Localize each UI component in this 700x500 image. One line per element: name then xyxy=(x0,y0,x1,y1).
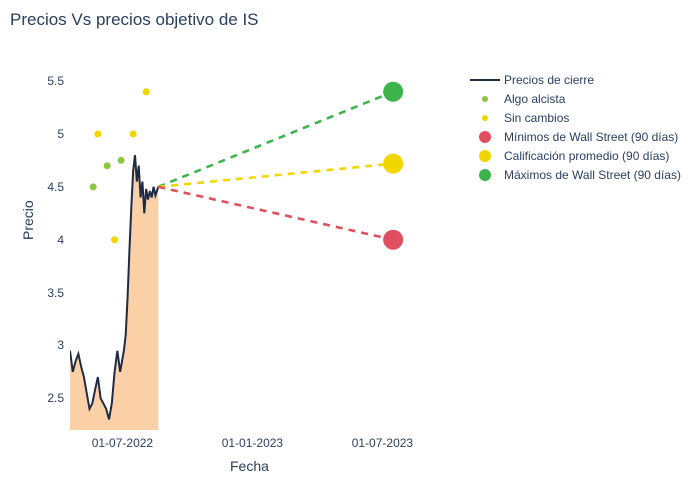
scatter-nochange-0 xyxy=(94,131,101,138)
scatter-bullish-1 xyxy=(104,162,111,169)
y-tick: 5.5 xyxy=(34,74,64,88)
chart-title: Precios Vs precios objetivo de IS xyxy=(10,10,259,30)
legend-swatch xyxy=(470,150,500,162)
scatter-nochange-2 xyxy=(130,131,137,138)
scatter-bullish-2 xyxy=(118,157,125,164)
projection-marker-min xyxy=(383,230,403,250)
projection-line-avg xyxy=(158,164,393,187)
legend-swatch xyxy=(470,79,500,81)
plot-area xyxy=(70,60,460,430)
legend-item[interactable]: Máximos de Wall Street (90 días) xyxy=(470,165,681,184)
legend-swatch xyxy=(470,169,500,181)
x-tick: 01-07-2022 xyxy=(92,436,153,450)
x-tick: 01-01-2023 xyxy=(222,436,283,450)
scatter-nochange-3 xyxy=(143,88,150,95)
legend-label: Algo alcista xyxy=(504,92,565,106)
legend-item[interactable]: Algo alcista xyxy=(470,89,681,108)
legend-swatch xyxy=(470,96,500,102)
legend-label: Sin cambios xyxy=(504,111,569,125)
legend-item[interactable]: Sin cambios xyxy=(470,108,681,127)
x-axis-label: Fecha xyxy=(230,458,269,474)
projection-marker-max xyxy=(383,82,403,102)
legend-item[interactable]: Precios de cierre xyxy=(470,70,681,89)
y-tick: 3 xyxy=(34,338,64,352)
y-tick: 5 xyxy=(34,127,64,141)
chart-svg xyxy=(70,60,460,430)
projection-line-max xyxy=(158,92,393,187)
legend-item[interactable]: Calificación promedio (90 días) xyxy=(470,146,681,165)
legend-label: Precios de cierre xyxy=(504,73,594,87)
legend-label: Máximos de Wall Street (90 días) xyxy=(504,168,681,182)
y-tick: 4.5 xyxy=(34,180,64,194)
projection-marker-avg xyxy=(383,154,403,174)
scatter-bullish-0 xyxy=(90,183,97,190)
x-tick: 01-07-2023 xyxy=(352,436,413,450)
legend-item[interactable]: Mínimos de Wall Street (90 días) xyxy=(470,127,681,146)
legend: Precios de cierre Algo alcista Sin cambios… xyxy=(470,70,681,184)
y-tick: 2.5 xyxy=(34,391,64,405)
scatter-nochange-1 xyxy=(111,236,118,243)
y-tick: 4 xyxy=(34,233,64,247)
projection-line-min xyxy=(158,187,393,240)
legend-swatch xyxy=(470,131,500,143)
legend-swatch xyxy=(470,115,500,121)
legend-label: Calificación promedio (90 días) xyxy=(504,149,669,163)
legend-label: Mínimos de Wall Street (90 días) xyxy=(504,130,678,144)
y-tick: 3.5 xyxy=(34,286,64,300)
